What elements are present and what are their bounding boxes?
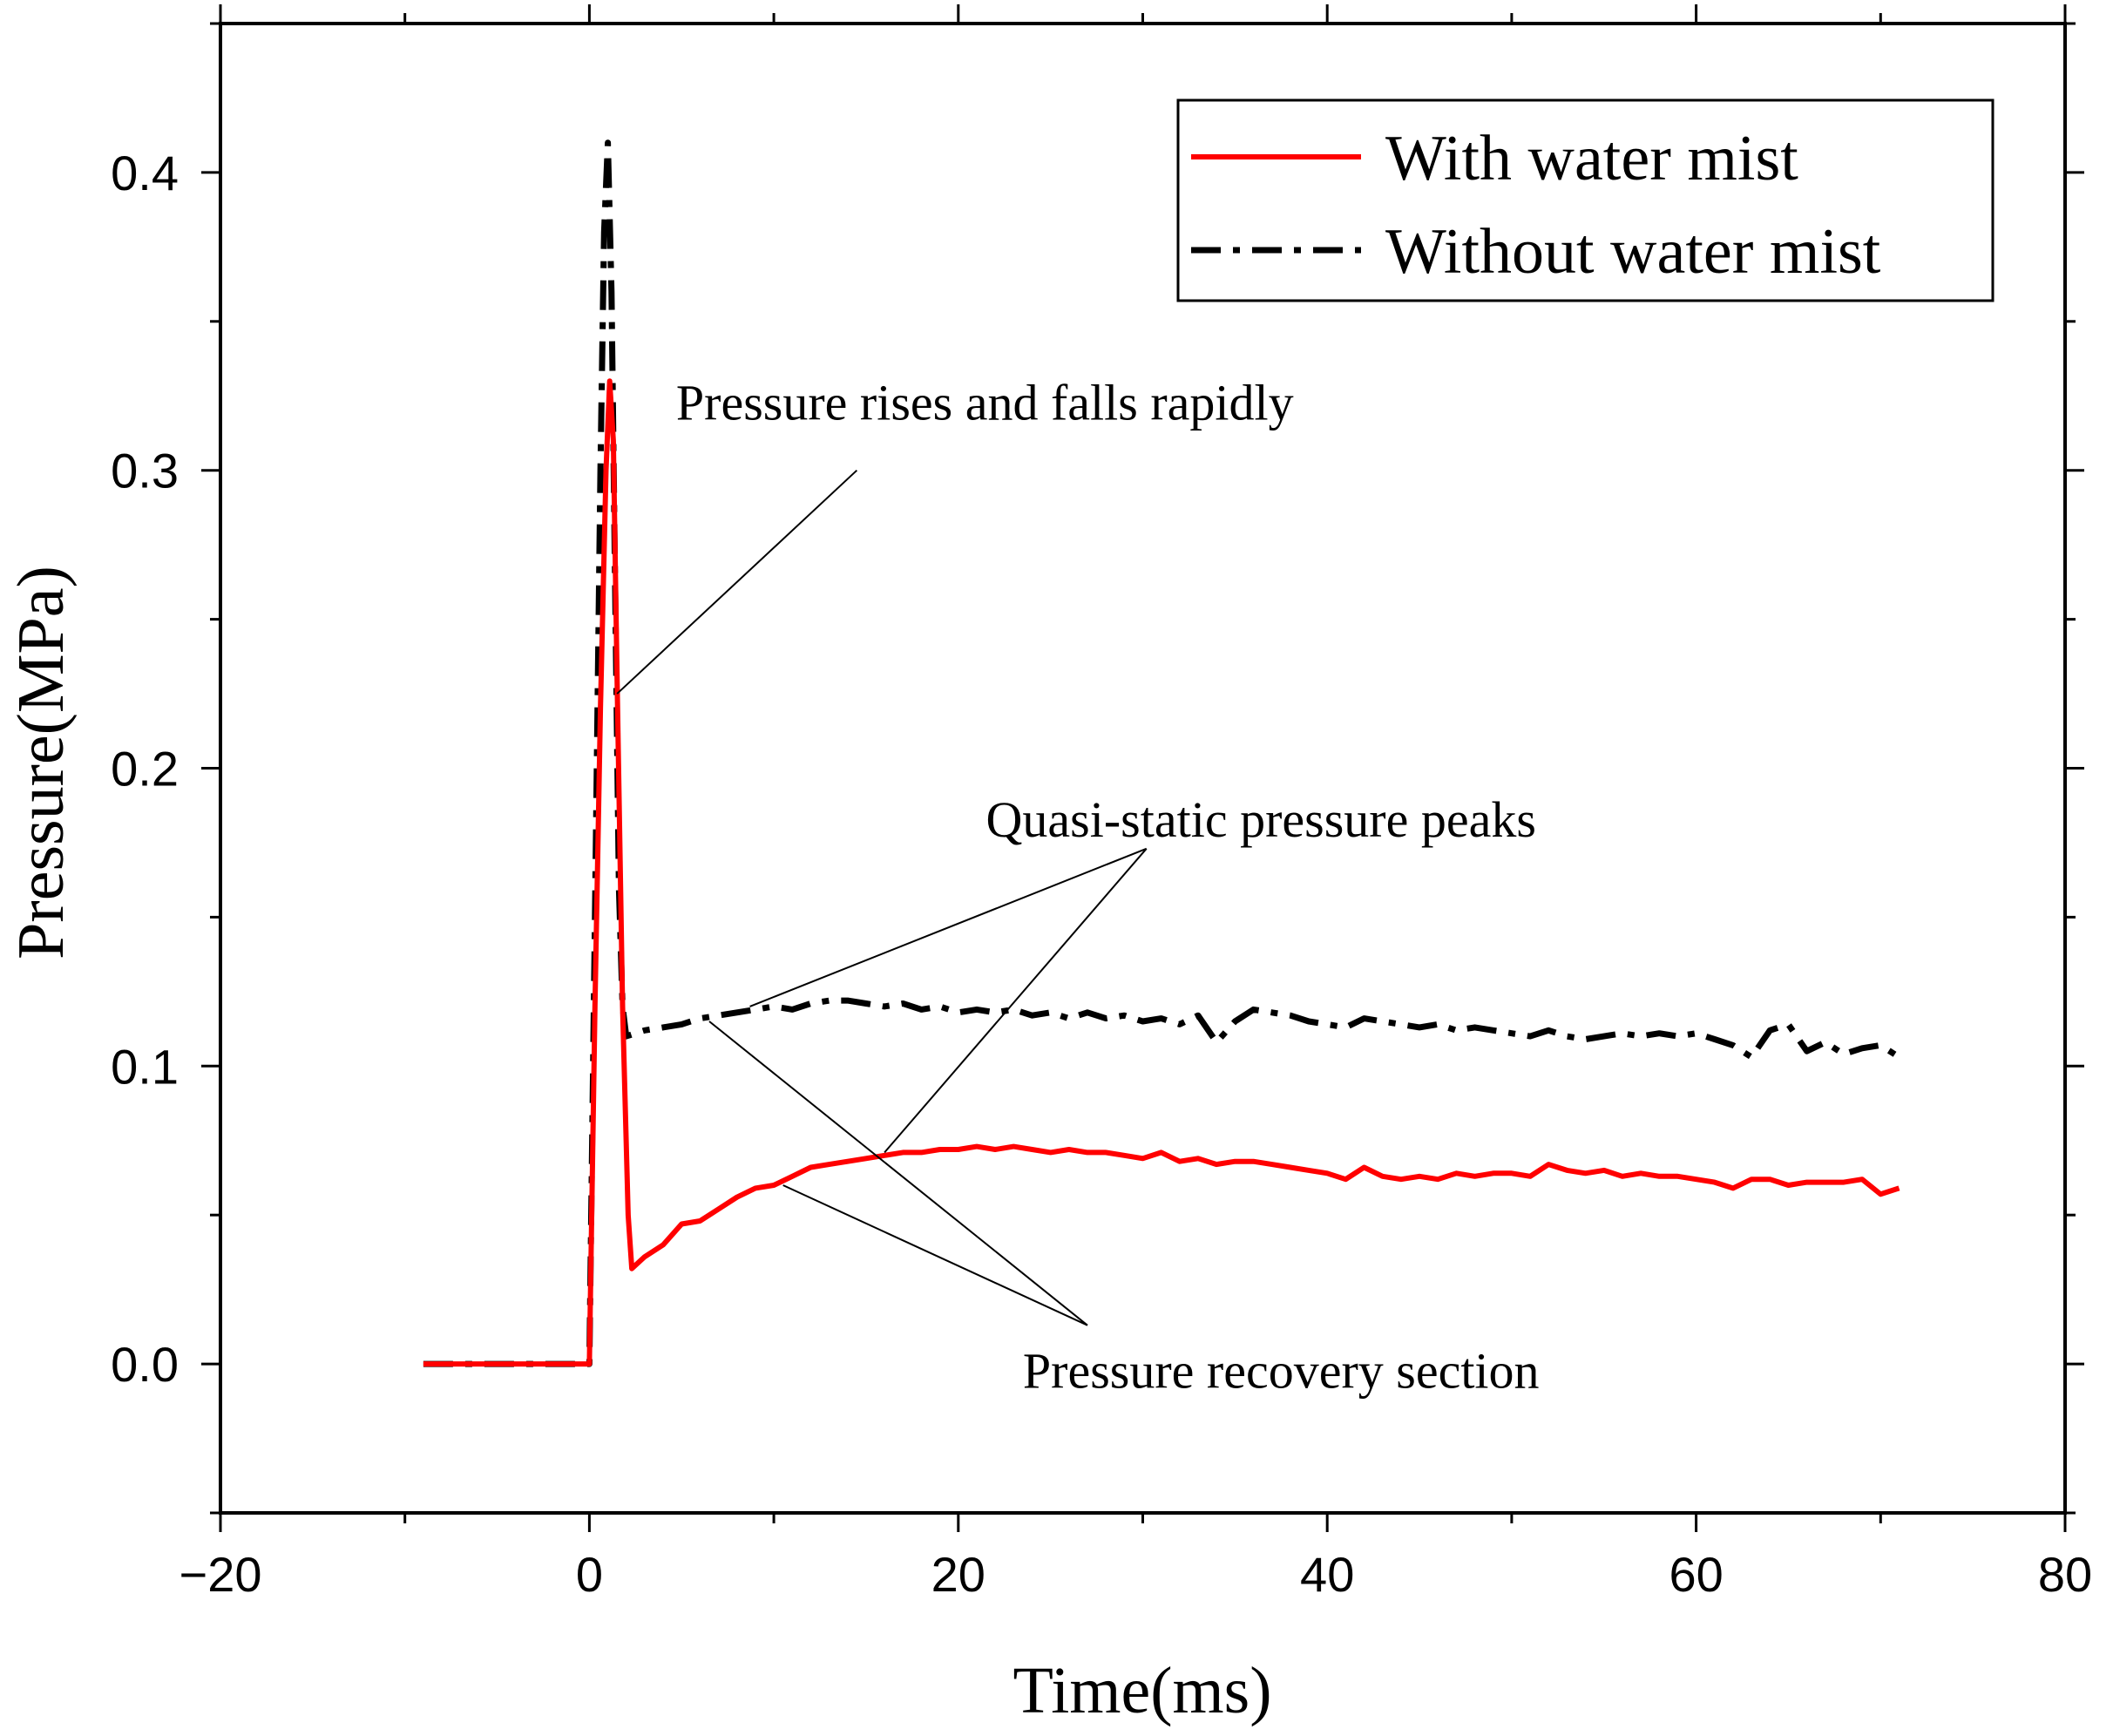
- x-tick-label: 0: [576, 1547, 603, 1602]
- x-tick-label: 20: [931, 1547, 985, 1602]
- annotation-label: Pressure recovery section: [1023, 1342, 1540, 1399]
- series-line-with-water-mist: [423, 378, 1900, 1367]
- series-line-without-water-mist: [423, 139, 1901, 1367]
- x-tick-label: −20: [179, 1547, 262, 1602]
- legend-label-with-water-mist: With water mist: [1385, 123, 1798, 194]
- axis-ticks: [201, 4, 2084, 1532]
- annotation-pointer: [884, 848, 1148, 1154]
- series-layer: [423, 139, 1901, 1367]
- annotation-pointer: [616, 469, 858, 695]
- legend-label-without-water-mist: Without water mist: [1385, 216, 1881, 288]
- x-tick-label: 40: [1300, 1547, 1354, 1602]
- annotation-pointer: [782, 1184, 1088, 1326]
- tick-labels: −20 0 20 40 60 80 0.0 0.1 0.2 0.3 0.4: [111, 146, 2092, 1602]
- y-tick-label: 0.1: [111, 1039, 179, 1094]
- annotation-pointer: [708, 1021, 1088, 1326]
- legend: With water mist Without water mist: [1176, 98, 1994, 302]
- y-tick-label: 0.4: [111, 146, 179, 200]
- x-axis-title: Time(ms): [1012, 1654, 1271, 1727]
- y-tick-label: 0.2: [111, 742, 179, 797]
- y-axis-title: Pressure(MPa): [4, 566, 78, 960]
- annotation-label: Pressure rises and falls rapidly: [676, 375, 1294, 431]
- annotation-pointer: [749, 847, 1148, 1007]
- y-tick-label: 0.3: [111, 444, 179, 498]
- annotation-layer: Pressure rises and falls rapidly Quasi-st…: [616, 375, 1540, 1399]
- annotation-label: Quasi-static pressure peaks: [986, 791, 1536, 848]
- y-tick-label: 0.0: [111, 1337, 179, 1392]
- legend-box: [1176, 98, 1994, 302]
- x-tick-label: 80: [2038, 1547, 2092, 1602]
- x-tick-label: 60: [1669, 1547, 1723, 1602]
